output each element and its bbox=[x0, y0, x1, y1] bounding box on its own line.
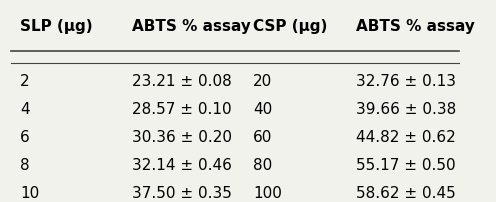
Text: 20: 20 bbox=[253, 74, 273, 89]
Text: 8: 8 bbox=[20, 158, 30, 173]
Text: 28.57 ± 0.10: 28.57 ± 0.10 bbox=[132, 102, 232, 117]
Text: 6: 6 bbox=[20, 130, 30, 145]
Text: 2: 2 bbox=[20, 74, 30, 89]
Text: 4: 4 bbox=[20, 102, 30, 117]
Text: 32.14 ± 0.46: 32.14 ± 0.46 bbox=[132, 158, 232, 173]
Text: 30.36 ± 0.20: 30.36 ± 0.20 bbox=[132, 130, 232, 145]
Text: 100: 100 bbox=[253, 186, 282, 201]
Text: 60: 60 bbox=[253, 130, 273, 145]
Text: 58.62 ± 0.45: 58.62 ± 0.45 bbox=[356, 186, 456, 201]
Text: 55.17 ± 0.50: 55.17 ± 0.50 bbox=[356, 158, 456, 173]
Text: 10: 10 bbox=[20, 186, 39, 201]
Text: SLP (μg): SLP (μg) bbox=[20, 19, 93, 34]
Text: ABTS % assay: ABTS % assay bbox=[132, 19, 251, 34]
Text: 40: 40 bbox=[253, 102, 273, 117]
Text: 80: 80 bbox=[253, 158, 273, 173]
Text: 37.50 ± 0.35: 37.50 ± 0.35 bbox=[132, 186, 232, 201]
Text: 23.21 ± 0.08: 23.21 ± 0.08 bbox=[132, 74, 232, 89]
Text: 39.66 ± 0.38: 39.66 ± 0.38 bbox=[356, 102, 456, 117]
Text: 44.82 ± 0.62: 44.82 ± 0.62 bbox=[356, 130, 456, 145]
Text: ABTS % assay: ABTS % assay bbox=[356, 19, 475, 34]
Text: 32.76 ± 0.13: 32.76 ± 0.13 bbox=[356, 74, 456, 89]
Text: CSP (μg): CSP (μg) bbox=[253, 19, 328, 34]
